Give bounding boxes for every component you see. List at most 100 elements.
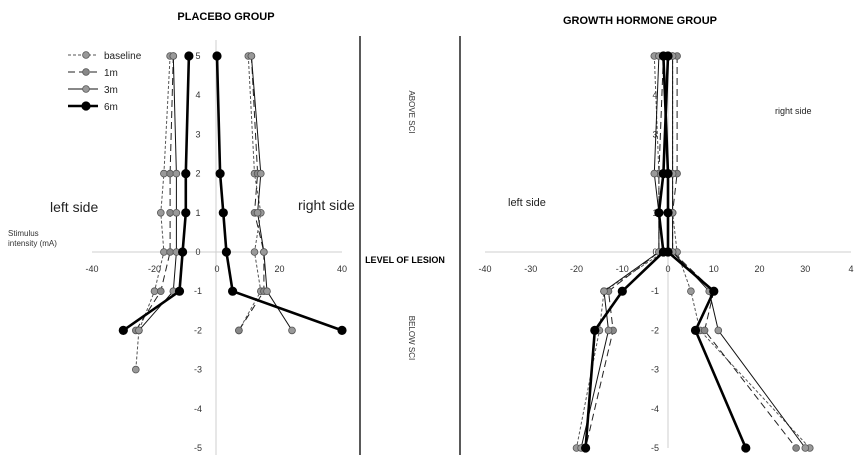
placebo-point-6m bbox=[228, 286, 238, 296]
placebo-left-side-label: left side bbox=[50, 199, 98, 215]
placebo-series-6m-left-line bbox=[122, 55, 191, 332]
gh-point-6m bbox=[741, 443, 751, 453]
gh-point-6m bbox=[654, 208, 664, 218]
placebo-series-3m-right-line bbox=[250, 55, 293, 331]
placebo-point-3m bbox=[288, 326, 296, 335]
gh-x-tick-label: 10 bbox=[709, 264, 719, 274]
placebo-x-tick-label: 40 bbox=[337, 264, 347, 274]
gh-point-6m bbox=[590, 325, 600, 335]
placebo-series-6m-right-line bbox=[215, 55, 343, 332]
gh-x-tick-label: -30 bbox=[524, 264, 537, 274]
gh-x-tick-label: 20 bbox=[754, 264, 764, 274]
placebo-title: PLACEBO GROUP bbox=[177, 11, 274, 23]
placebo-point-baseline bbox=[160, 169, 168, 178]
placebo-point-6m bbox=[178, 247, 188, 257]
placebo-axes bbox=[92, 40, 342, 455]
legend: baseline 1m 3m 6m bbox=[68, 51, 142, 113]
gh-y-tick-label: -2 bbox=[651, 325, 659, 335]
placebo-series-3m-left-line bbox=[138, 55, 177, 331]
gh-y-tick-label: -4 bbox=[651, 404, 659, 414]
gh-title: GROWTH HORMONE GROUP bbox=[563, 15, 717, 27]
placebo-y-tick-label: 2 bbox=[195, 169, 200, 179]
placebo-y-tick-label: 1 bbox=[195, 208, 200, 218]
gh-point-6m bbox=[663, 208, 673, 218]
level-of-lesion-label: LEVEL OF LESION bbox=[365, 255, 445, 265]
placebo-point-3m bbox=[247, 52, 256, 60]
gh-point-1m bbox=[700, 326, 709, 335]
placebo-y-tick-label: 0 bbox=[195, 247, 200, 257]
placebo-point-6m bbox=[181, 208, 191, 218]
gh-y-tick-label: -1 bbox=[651, 286, 659, 296]
gh-x-tick-label: 4 bbox=[848, 264, 853, 274]
placebo-y-tick-label: -2 bbox=[194, 325, 202, 335]
placebo-point-6m bbox=[212, 51, 222, 61]
legend-label-6m: 6m bbox=[104, 102, 118, 113]
gh-point-6m bbox=[709, 286, 719, 296]
placebo-point-6m bbox=[118, 325, 128, 335]
placebo-point-6m bbox=[184, 51, 194, 61]
above-sci-label: ABOVE SCI bbox=[407, 90, 416, 133]
gh-x-tick-label: 0 bbox=[665, 264, 670, 274]
gh-panel: GROWTH HORMONE GROUP left side right sid… bbox=[478, 15, 853, 453]
placebo-point-1m bbox=[166, 209, 174, 217]
placebo-x-tick-label: 0 bbox=[214, 264, 219, 274]
placebo-point-1m bbox=[166, 248, 174, 256]
gh-point-3m bbox=[650, 169, 659, 178]
placebo-x-tick-label: 20 bbox=[274, 264, 284, 274]
placebo-y-tick-label: -3 bbox=[194, 365, 202, 375]
gh-point-6m bbox=[690, 325, 701, 335]
placebo-series-1m-right-line bbox=[238, 55, 265, 331]
placebo-point-baseline bbox=[250, 248, 259, 256]
gh-series bbox=[572, 51, 814, 453]
gh-right-side-label: right side bbox=[775, 106, 812, 116]
gh-point-6m bbox=[663, 247, 673, 257]
legend-label-1m: 1m bbox=[104, 68, 118, 79]
placebo-y-tick-label: -5 bbox=[194, 443, 202, 453]
placebo-point-3m bbox=[169, 52, 178, 60]
gh-y-tick-label: 3 bbox=[652, 129, 657, 139]
gh-point-6m bbox=[663, 169, 673, 179]
placebo-point-6m bbox=[215, 169, 225, 179]
placebo-point-3m bbox=[263, 287, 271, 296]
placebo-point-6m bbox=[221, 247, 231, 257]
placebo-point-1m bbox=[166, 169, 174, 178]
gh-point-6m bbox=[658, 51, 669, 61]
placebo-point-3m bbox=[172, 169, 181, 178]
gh-point-3m bbox=[604, 326, 613, 335]
gh-x-tick-label: -40 bbox=[478, 264, 491, 274]
placebo-right-side-label: right side bbox=[298, 197, 355, 213]
placebo-series bbox=[118, 51, 347, 374]
gh-point-6m bbox=[617, 286, 627, 296]
placebo-x-axis-label: Stimulus intensity (mA) bbox=[8, 229, 57, 248]
placebo-point-6m bbox=[181, 169, 191, 179]
placebo-point-3m bbox=[253, 209, 262, 217]
below-sci-label: BELOW SCI bbox=[407, 316, 416, 360]
placebo-point-baseline bbox=[150, 287, 159, 296]
placebo-y-tick-label: 4 bbox=[195, 90, 200, 100]
placebo-point-6m bbox=[337, 325, 347, 335]
placebo-point-baseline bbox=[132, 365, 140, 374]
placebo-point-3m bbox=[260, 248, 268, 256]
gh-point-6m bbox=[580, 443, 591, 453]
gh-left-side-label: left side bbox=[508, 197, 546, 209]
gh-y-tick-label: -3 bbox=[651, 365, 659, 375]
legend-label-baseline: baseline bbox=[104, 51, 142, 62]
gh-x-tick-label: 30 bbox=[800, 264, 810, 274]
placebo-point-1m bbox=[235, 326, 243, 335]
gh-y-tick-label: -5 bbox=[651, 443, 659, 453]
placebo-y-tick-label: 5 bbox=[195, 51, 200, 61]
placebo-ticks: -40 -20 0 20 40 -5 -4 -3 -2 -1 0 1 2 3 4 5 bbox=[85, 51, 347, 453]
placebo-point-3m bbox=[172, 209, 181, 217]
gh-y-tick-label: 4 bbox=[652, 90, 657, 100]
placebo-y-tick-label: -1 bbox=[194, 286, 202, 296]
placebo-series-baseline-right-line bbox=[238, 55, 262, 331]
placebo-panel: PLACEBO GROUP Stimulus intensity (mA) lef… bbox=[8, 11, 355, 455]
placebo-series-1m-left-line bbox=[135, 55, 174, 331]
placebo-point-3m bbox=[256, 169, 265, 178]
legend-marker-1m bbox=[82, 68, 90, 76]
placebo-point-6m bbox=[174, 286, 185, 296]
legend-marker-baseline bbox=[82, 51, 90, 59]
gh-x-tick-label: -20 bbox=[570, 264, 583, 274]
legend-marker-3m bbox=[82, 85, 90, 93]
